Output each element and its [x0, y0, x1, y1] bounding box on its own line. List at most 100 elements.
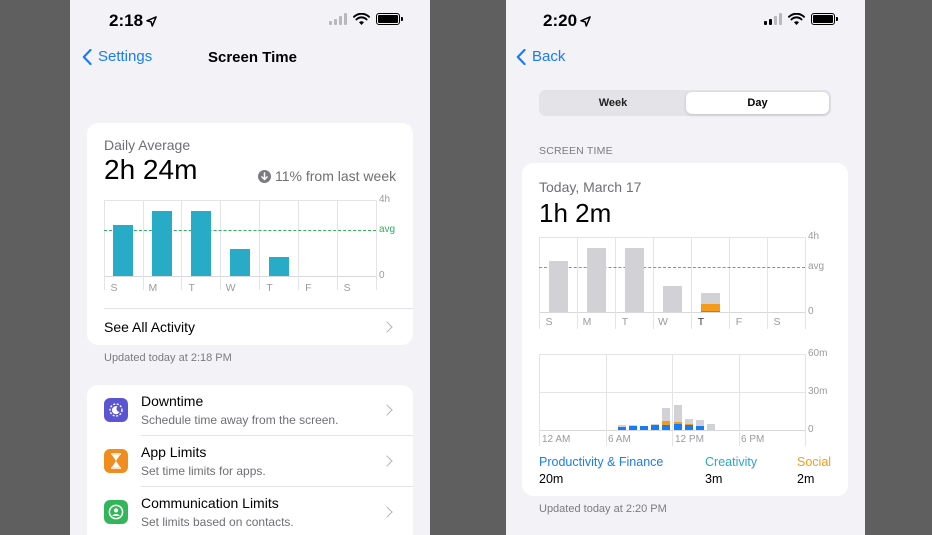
status-time: 2:18: [109, 11, 157, 31]
chevron-right-icon: [381, 404, 393, 416]
usage-bar: [624, 248, 644, 312]
status-indicators: [764, 13, 838, 25]
back-button[interactable]: Back: [516, 48, 565, 65]
updated-timestamp: Updated today at 2:18 PM: [104, 352, 232, 364]
weekly-usage-chart: 4h avg 0 S M T W T F S: [539, 231, 839, 333]
back-button-label: Back: [532, 48, 566, 65]
usage-bar: [548, 261, 568, 312]
daily-average-card: Daily Average 2h 24m 11% from last week …: [87, 123, 413, 345]
hourly-bar-segment: [618, 427, 627, 430]
total-time-value: 1h 2m: [539, 198, 612, 228]
cellular-signal-icon: [329, 13, 347, 25]
legend-name: Productivity & Finance: [539, 455, 664, 469]
hourly-bar-segment: [695, 426, 704, 430]
axis-label-avg: avg: [379, 224, 396, 236]
usage-bar: [191, 211, 212, 276]
week-day-segmented-control: Week Day: [539, 90, 831, 116]
usage-bar: [586, 248, 606, 312]
hourly-bar-segment: [684, 423, 693, 425]
day-label: S: [545, 316, 553, 328]
battery-icon: [811, 13, 838, 25]
category-legend-creativity[interactable]: Creativity 3m: [705, 455, 757, 486]
date-label: Today, March 17: [539, 179, 642, 195]
location-arrow-icon: [146, 16, 157, 27]
communication-limits-row[interactable]: Communication Limits Set limits based on…: [87, 487, 413, 535]
section-header: SCREEN TIME: [539, 145, 613, 157]
hourly-bar-segment: [673, 423, 682, 430]
back-button[interactable]: Settings: [82, 48, 152, 65]
axis-label-0: 0: [808, 424, 814, 435]
day-label: T: [188, 282, 195, 294]
axis-label-60m: 60m: [808, 348, 828, 359]
communication-limits-title: Communication Limits: [141, 495, 279, 511]
screen-time-summary-screen: 2:18 Settings Screen Time Daily Average …: [70, 0, 430, 535]
daily-average-label: Daily Average: [104, 137, 191, 153]
day-label: S: [773, 316, 781, 328]
screen-time-detail-screen: 2:20 Back Week Day SCREEN TIME Today, Ma…: [506, 0, 865, 535]
chevron-right-icon: [381, 455, 393, 467]
usage-bar-segment: [700, 310, 720, 312]
usage-bar: [113, 224, 134, 276]
app-limits-title: App Limits: [141, 444, 207, 460]
hourly-bar-segment: [684, 424, 693, 430]
contacts-icon: [104, 500, 128, 524]
downtime-icon: [104, 398, 128, 422]
screen-time-card: Today, March 17 1h 2m 4h avg 0 S M T W T F S: [522, 163, 848, 496]
usage-bar: [662, 285, 682, 312]
average-line: [104, 230, 376, 232]
chevron-right-icon: [381, 321, 393, 333]
axis-label-top: 4h: [379, 194, 391, 205]
hourly-bar-segment: [684, 418, 693, 424]
wifi-icon: [788, 13, 805, 25]
hourly-bar-segment: [651, 423, 660, 425]
hourly-bar-segment: [651, 424, 660, 430]
axis-label-30m: 30m: [808, 386, 828, 397]
see-all-activity-row[interactable]: See All Activity: [87, 309, 413, 345]
hourly-usage-chart: 60m 30m 0 12 AM 6 AM 12 PM 6 PM: [539, 348, 839, 446]
hour-tick: 6 PM: [741, 434, 765, 445]
weekly-usage-chart: 4h avg 0 S M T W T F S: [104, 194, 404, 300]
day-label: S: [343, 282, 351, 294]
wifi-icon: [353, 13, 370, 25]
hourly-bar-segment: [629, 424, 638, 427]
category-legend-productivity[interactable]: Productivity & Finance 20m: [539, 455, 663, 486]
app-limits-row[interactable]: App Limits Set time limits for apps.: [87, 436, 413, 487]
category-legend-social[interactable]: Social 2m: [797, 455, 831, 486]
hourly-bar-segment: [662, 424, 671, 430]
legend-name: Creativity: [705, 455, 758, 469]
day-label: S: [110, 282, 118, 294]
usage-bar: [230, 249, 250, 276]
day-label: F: [735, 316, 743, 328]
status-indicators: [329, 13, 403, 25]
usage-bar: [152, 211, 173, 276]
app-limits-subtitle: Set time limits for apps.: [141, 464, 266, 478]
hourly-bar-segment: [706, 423, 715, 430]
hourly-bar-segment: [695, 419, 704, 427]
day-label: W: [658, 316, 668, 328]
location-arrow-icon: [580, 16, 591, 27]
day-label: M: [582, 316, 592, 328]
day-label: T: [266, 282, 273, 294]
hourly-bar-segment: [640, 426, 649, 430]
hourly-bar-segment: [662, 421, 671, 425]
day-label: T: [697, 316, 705, 328]
updated-timestamp: Updated today at 2:20 PM: [539, 503, 667, 515]
hour-tick: 6 AM: [608, 434, 631, 445]
downtime-title: Downtime: [141, 393, 204, 409]
axis-label-top: 4h: [808, 231, 820, 242]
settings-list: Downtime Schedule time away from the scr…: [87, 385, 413, 535]
axis-label-avg: avg: [808, 261, 825, 272]
day-segment[interactable]: Day: [686, 92, 829, 114]
hourly-bar-segment: [662, 408, 671, 422]
chevron-right-icon: [381, 506, 393, 518]
hourly-bar-segment: [618, 424, 627, 428]
legend-value: 20m: [539, 472, 564, 486]
daily-average-value: 2h 24m: [104, 154, 198, 185]
hourly-bar-segment: [673, 422, 682, 424]
downtime-row[interactable]: Downtime Schedule time away from the scr…: [87, 385, 413, 436]
hourly-bar-segment: [629, 426, 638, 430]
usage-bar-segment: [700, 311, 720, 312]
page-title: Screen Time: [208, 49, 297, 66]
day-label: M: [148, 282, 158, 294]
week-segment[interactable]: Week: [598, 97, 628, 109]
